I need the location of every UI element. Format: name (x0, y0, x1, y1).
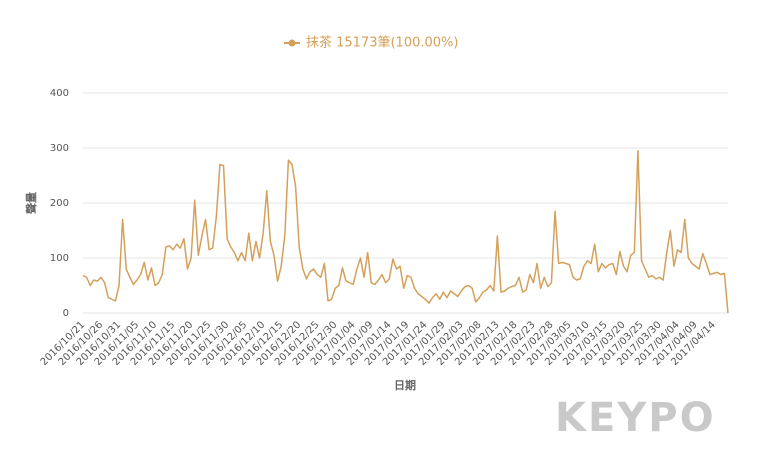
watermark: KEYPO (555, 395, 716, 441)
x-axis-title: 日期 (394, 378, 416, 392)
y-tick-label: 200 (50, 198, 69, 209)
y-axis-title: 聲量 (24, 192, 38, 214)
y-tick-label: 400 (50, 88, 69, 99)
legend-label: 抹茶 15173筆(100.00%) (306, 35, 458, 51)
y-tick-label: 300 (50, 143, 69, 154)
legend-marker (288, 39, 296, 47)
series-line (82, 150, 729, 314)
y-tick-label: 0 (63, 308, 69, 319)
y-tick-label: 100 (50, 253, 69, 264)
